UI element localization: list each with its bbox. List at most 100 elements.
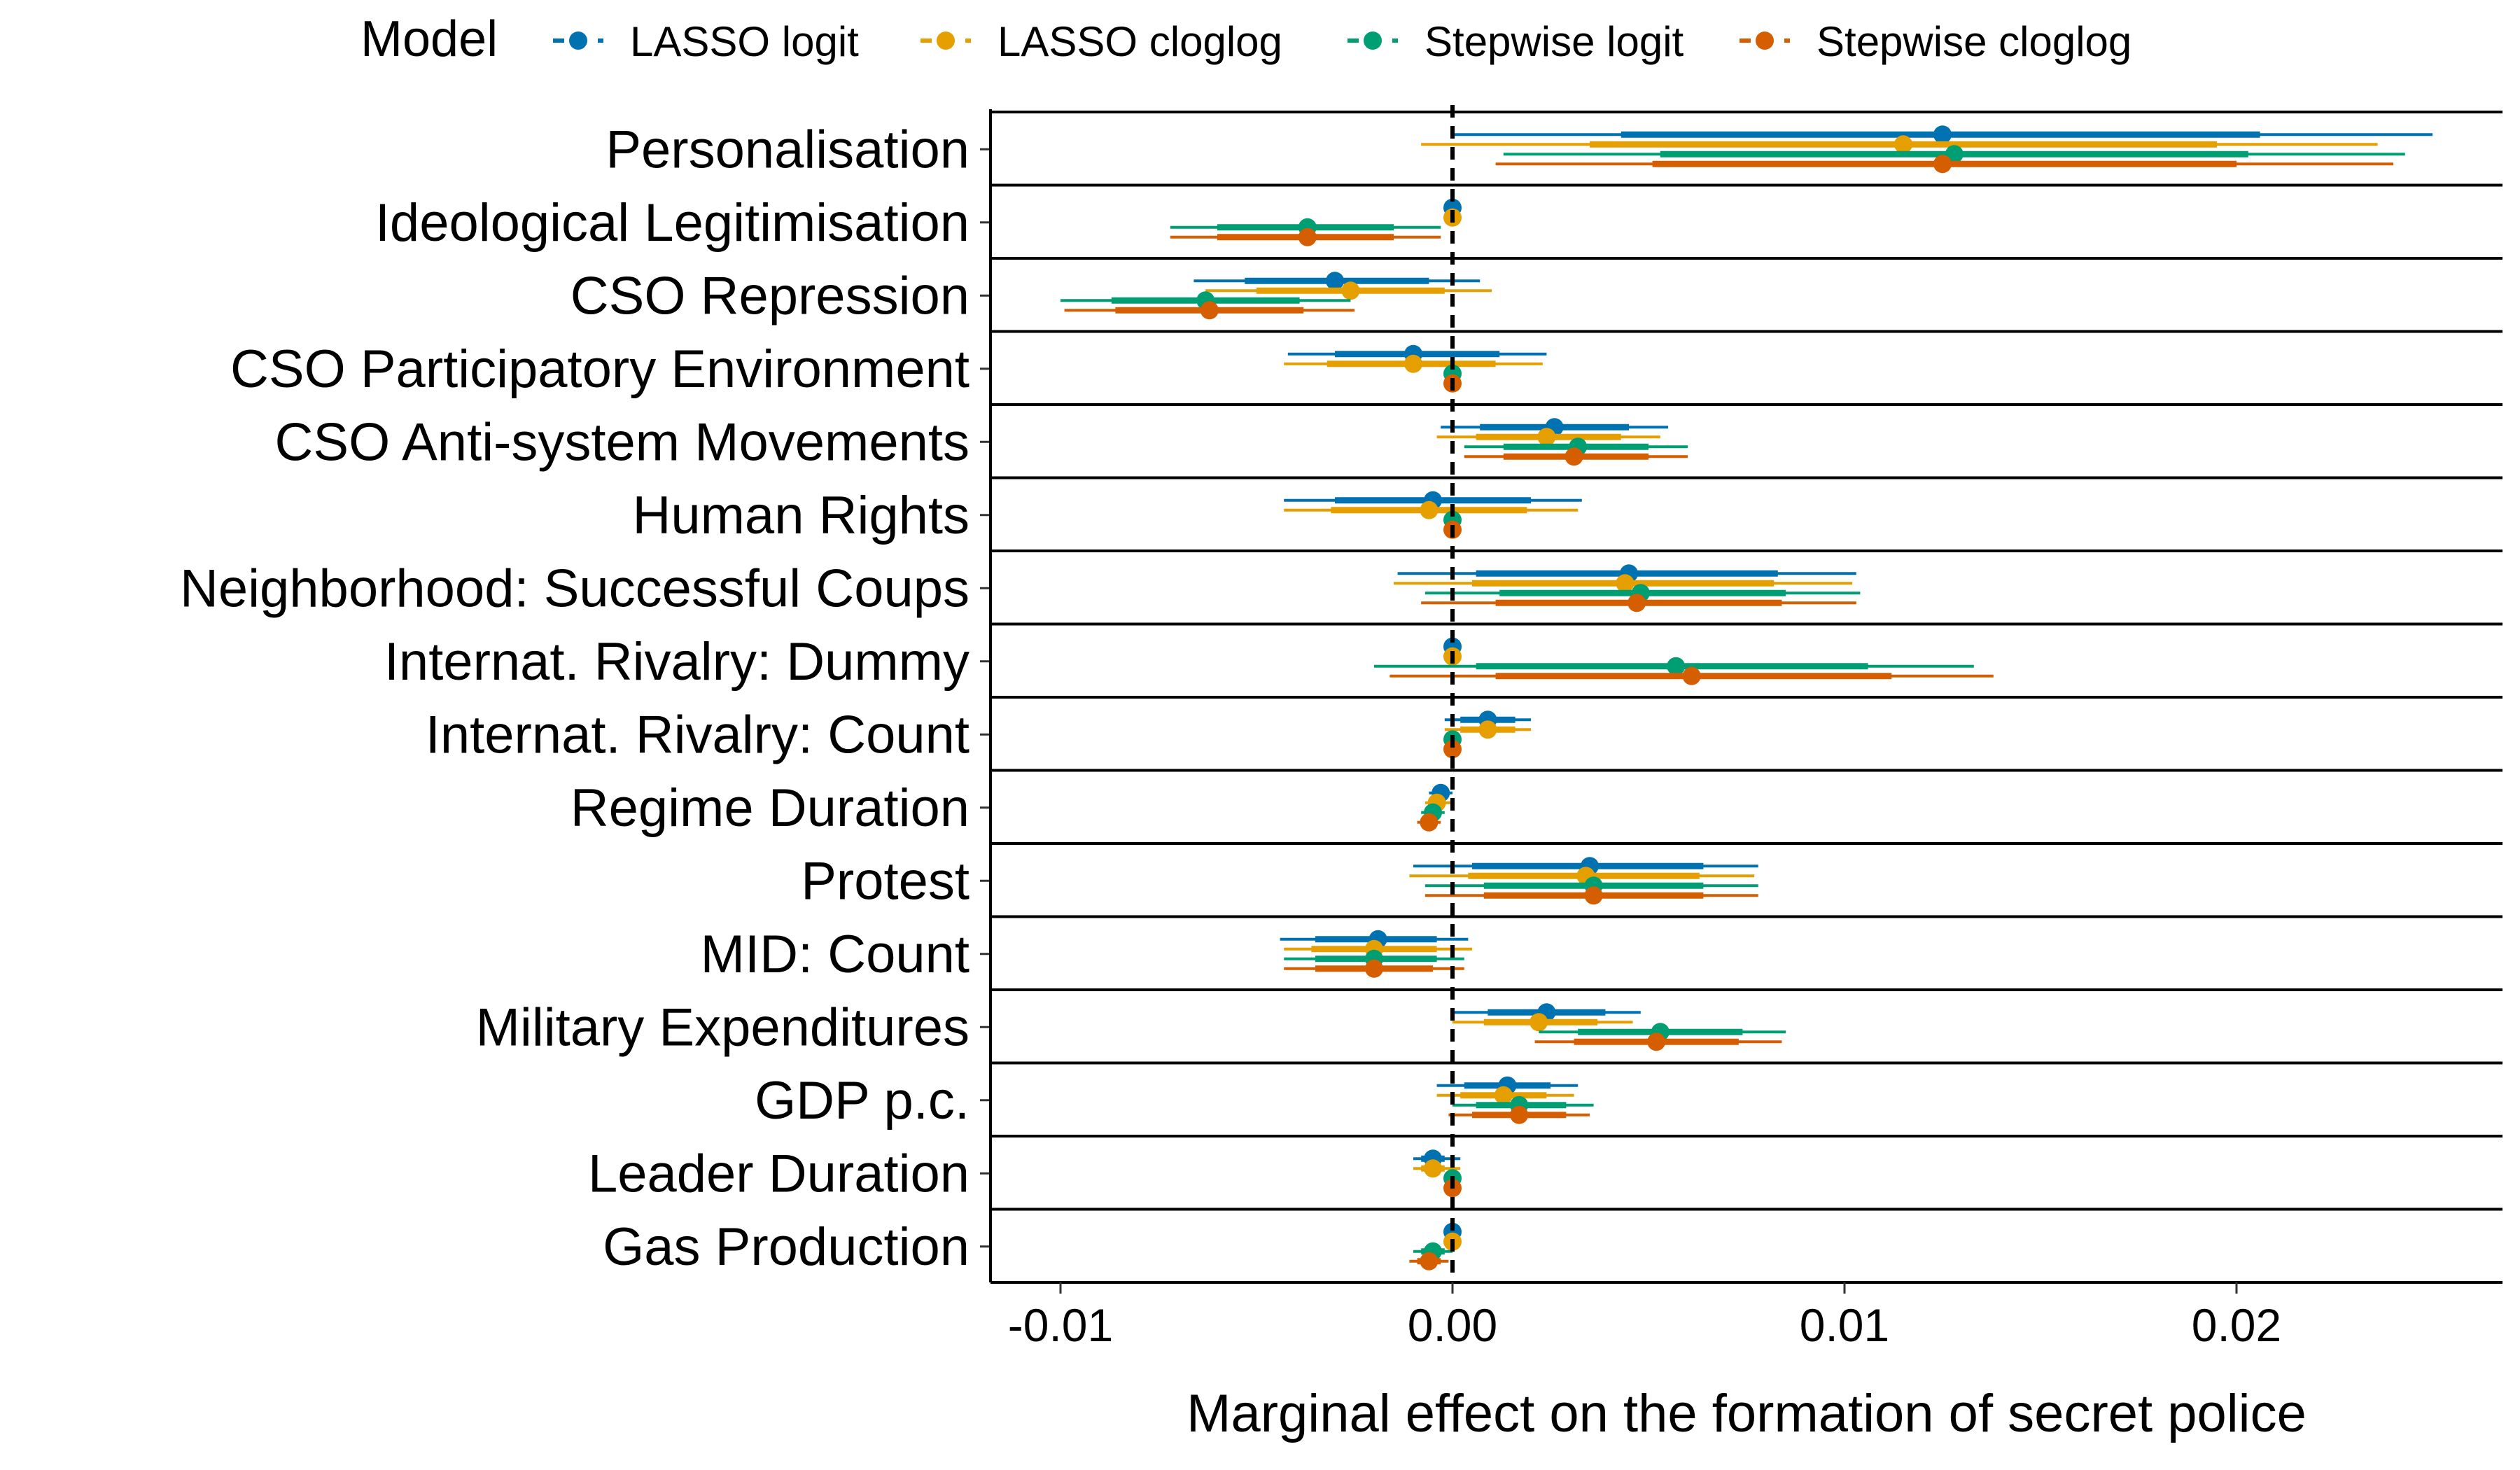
estimate-lasso-cloglog [1284,500,1578,519]
estimate-stepwise-cloglog [1495,155,2393,174]
row-human-rights: Human Rights [632,476,2502,545]
estimate-stepwise-cloglog [1448,1105,1590,1124]
legend-item-lasso-cloglog: LASSO cloglog [920,18,1282,65]
point-estimate [1647,1032,1666,1051]
point-estimate [1420,500,1438,519]
legend-key-dot [569,31,587,50]
legend-item-lasso-logit: LASSO logit [553,18,859,65]
point-estimate [1682,666,1701,685]
point-estimate [1420,1252,1438,1270]
row-label: MID: Count [701,925,969,984]
plot-rows: Personalisation Ideological Legitimisatio… [180,111,2502,1277]
x-tick-label: 0.00 [1408,1299,1497,1351]
row-label: Ideological Legitimisation [375,193,969,253]
point-estimate [1494,1086,1513,1105]
point-estimate [1584,886,1603,905]
row-label: GDP p.c. [755,1071,969,1130]
estimate-lasso-logit [1397,564,1856,583]
point-estimate [1530,1013,1548,1032]
estimate-lasso-cloglog [1452,1013,1633,1032]
row-protest: Protest [801,842,2502,911]
row-label: Human Rights [632,486,969,545]
estimate-stepwise-cloglog [1284,959,1464,978]
row-internat-rivalry-dummy: Internat. Rivalry: Dummy [384,622,2502,692]
row-label: Military Expenditures [476,997,969,1057]
point-estimate [1537,428,1556,447]
estimate-stepwise-cloglog [1417,813,1441,832]
estimate-stepwise-cloglog [1534,1032,1782,1051]
estimate-lasso-cloglog [1436,428,1660,447]
point-estimate [1933,155,1952,174]
x-axis-title: Marginal effect on the formation of secr… [1186,1384,2306,1443]
row-label: CSO Repression [570,266,969,326]
estimate-stepwise-logit [1503,145,2405,164]
estimate-stepwise-logit [1374,657,1974,676]
estimate-lasso-cloglog [1409,867,1755,886]
legend-label: LASSO logit [630,18,859,65]
row-cso-repression: CSO Repression [570,257,2502,326]
row-label: Gas Production [603,1217,969,1277]
estimate-lasso-cloglog [1421,135,2378,154]
row-gas-production: Gas Production [603,1208,2502,1277]
legend-label: Stepwise logit [1424,18,1684,65]
point-estimate [1894,135,1912,154]
legend: Model LASSO logit LASSO cloglog Stepwise l… [360,11,2132,67]
row-mid-count: MID: Count [701,915,2502,984]
estimate-lasso-cloglog [1413,1159,1461,1178]
legend-title: Model [360,11,498,67]
row-label: Protest [801,851,969,911]
legend-key-dot [1756,31,1774,50]
point-estimate [1443,740,1462,759]
row-label: CSO Anti-system Movements [275,412,970,472]
estimate-lasso-cloglog [1284,354,1543,373]
estimate-lasso-logit [1452,125,2432,144]
estimate-stepwise-cloglog [1409,1252,1449,1270]
axes: -0.01 0.00 0.01 0.02 [989,105,2502,1351]
point-estimate [1628,594,1646,612]
row-label: Neighborhood: Successful Coups [180,559,969,618]
row-internat-rivalry-count: Internat. Rivalry: Count [426,696,2502,764]
row-label: Leader Duration [588,1144,969,1203]
estimate-lasso-logit [1441,418,1668,437]
row-regime-duration: Regime Duration [570,769,2502,838]
estimate-stepwise-cloglog [1170,227,1441,246]
legend-key-dot [937,31,955,50]
row-cso-participatory-environment: CSO Participatory Environment [230,330,2502,399]
point-estimate [1616,574,1634,593]
legend-label: Stepwise cloglog [1816,18,2132,65]
estimate-stepwise-cloglog [1421,594,1856,612]
row-military-expenditures: Military Expenditures [476,988,2502,1057]
point-estimate [1341,281,1360,300]
x-tick-label: 0.02 [2192,1299,2281,1351]
row-neighborhood-successful-coups: Neighborhood: Successful Coups [180,550,2502,618]
point-estimate [1510,1105,1529,1124]
estimate-lasso-cloglog [1436,1086,1574,1105]
estimate-stepwise-cloglog [1390,666,1994,685]
legend-item-stepwise-logit: Stepwise logit [1348,18,1684,65]
estimate-stepwise-cloglog [1443,740,1462,759]
point-estimate [1667,657,1686,676]
row-label: Regime Duration [570,778,969,838]
row-label: Internat. Rivalry: Count [426,705,969,764]
point-estimate [1420,813,1438,832]
legend-item-stepwise-cloglog: Stepwise cloglog [1740,18,2132,65]
row-ideological-legitimisation: Ideological Legitimisation [375,183,2502,253]
point-estimate [1326,272,1344,290]
estimate-lasso-cloglog [1424,793,1452,812]
row-label: CSO Participatory Environment [230,340,969,399]
legend-key-dot [1364,31,1382,50]
point-estimate [1933,125,1952,144]
estimate-stepwise-cloglog [1424,886,1758,905]
point-estimate [1365,959,1383,978]
x-tick-label: -0.01 [1008,1299,1113,1351]
estimate-lasso-cloglog [1205,281,1492,300]
estimate-stepwise-logit [1284,949,1464,968]
row-gdp-p-c: GDP p.c. [755,1061,2502,1130]
point-estimate [1424,1159,1442,1178]
estimate-stepwise-cloglog [1464,447,1688,466]
row-cso-anti-system-movements: CSO Anti-system Movements [275,403,2502,472]
estimate-lasso-cloglog [1394,574,1853,593]
point-estimate [1200,301,1219,320]
point-estimate [1564,447,1583,466]
